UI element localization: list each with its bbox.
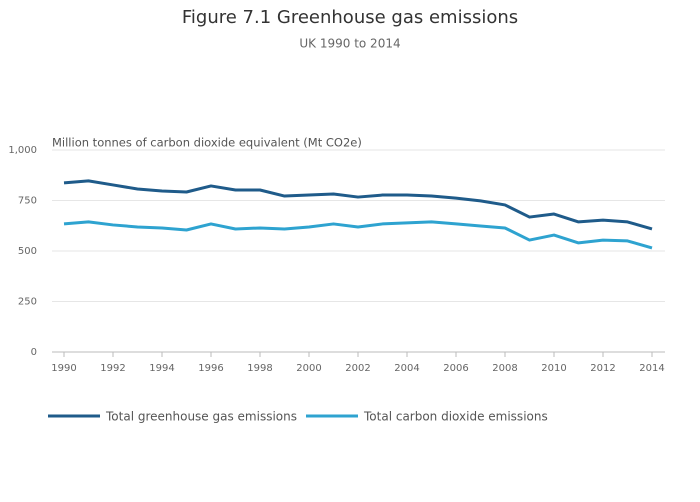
chart-title: Figure 7.1 Greenhouse gas emissions — [182, 7, 518, 28]
legend-label: Total carbon dioxide emissions — [363, 410, 548, 424]
x-tick-label: 2008 — [492, 363, 517, 374]
x-tick-label: 2000 — [296, 363, 321, 374]
x-tick-label: 1994 — [149, 363, 174, 374]
x-tick-label: 2012 — [590, 363, 615, 374]
legend-label: Total greenhouse gas emissions — [105, 410, 297, 424]
x-tick-label: 2004 — [394, 363, 419, 374]
x-tick-label: 2014 — [639, 363, 664, 374]
x-tick-label: 1998 — [247, 363, 272, 374]
y-tick-label: 0 — [31, 347, 37, 358]
series-line — [63, 179, 653, 231]
y-tick-label: 1,000 — [8, 145, 37, 156]
x-tick-label: 1992 — [100, 363, 125, 374]
y-tick-label: 500 — [18, 246, 37, 257]
y-axis-label: Million tonnes of carbon dioxide equival… — [52, 136, 362, 150]
x-tick-label: 1996 — [198, 363, 223, 374]
series-line — [63, 220, 653, 250]
y-tick-label: 250 — [18, 297, 37, 308]
y-tick-label: 750 — [18, 196, 37, 207]
x-tick-label: 2010 — [541, 363, 566, 374]
x-tick-label: 1990 — [51, 363, 76, 374]
x-tick-label: 2002 — [345, 363, 370, 374]
chart-subtitle: UK 1990 to 2014 — [299, 37, 400, 51]
x-tick-label: 2006 — [443, 363, 468, 374]
